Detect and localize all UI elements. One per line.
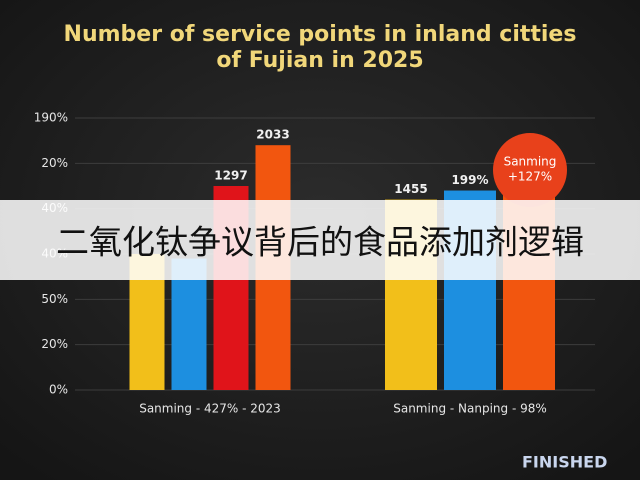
banner-background [0, 200, 640, 280]
banner-text: 二氧化钛争议背后的食品添加剂逻辑 [56, 223, 584, 262]
callout-text: +127% [508, 170, 552, 184]
annotations: 1297 2033 1455 199% Sanming+127% [214, 128, 567, 207]
callout-circle [493, 133, 567, 207]
callout-text: Sanming [504, 155, 557, 169]
y-tick-label: 50% [41, 292, 68, 306]
x-tick-label: Sanming - 427% - 2023 [139, 402, 281, 416]
x-tick-label: Sanming - Nanping - 98% [393, 402, 547, 416]
annotation: 2033 [256, 128, 289, 142]
y-tick-label: 190% [34, 111, 68, 125]
bar [171, 258, 207, 390]
watermark: FINISHED [522, 453, 607, 472]
y-tick-label: 20% [41, 337, 68, 351]
annotation: 199% [451, 173, 488, 187]
annotation: 1455 [394, 182, 427, 196]
chart-title: of Fujian in 2025 [216, 48, 423, 73]
chart-title: Number of service points in inland citti… [64, 22, 577, 47]
annotation: 1297 [214, 169, 247, 183]
y-tick-label: 20% [41, 156, 68, 170]
y-tick-label: 0% [49, 383, 68, 397]
